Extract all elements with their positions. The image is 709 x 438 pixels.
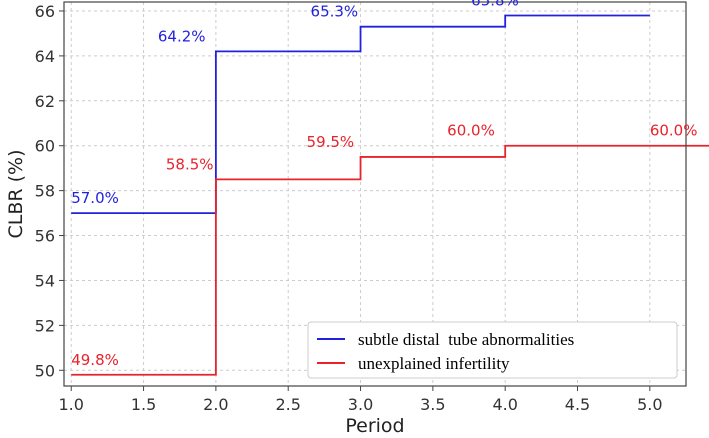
plot-frame <box>63 1 687 387</box>
data-label: 58.5% <box>166 155 214 173</box>
x-tick-label: 1.0 <box>59 395 84 414</box>
x-tick-label: 1.5 <box>131 395 156 414</box>
data-label: 65.8% <box>471 0 519 9</box>
x-tick-label: 3.0 <box>348 395 373 414</box>
data-label: 49.8% <box>71 351 119 369</box>
legend-entry-unexplained: unexplained infertility <box>358 354 510 373</box>
y-tick-label: 64 <box>35 47 55 66</box>
y-tick-label: 58 <box>35 182 55 201</box>
y-tick-label: 52 <box>35 316 55 335</box>
y-tick-label: 66 <box>35 2 55 21</box>
axis-ticks: 1.0 1.5 2.0 2.5 3.0 3.5 4.0 4.5 5.0 50 52 54 56 58 60 6… <box>35 2 663 414</box>
data-label: 59.5% <box>307 133 355 151</box>
x-tick-label: 4.5 <box>565 395 590 414</box>
data-label: 57.0% <box>71 189 119 207</box>
data-label: 64.2% <box>158 27 206 45</box>
x-tick-label: 5.0 <box>637 395 662 414</box>
legend-entry-subtle-distal: subtle distal tube abnormalities <box>358 330 574 349</box>
y-tick-label: 60 <box>35 137 55 156</box>
x-tick-label: 3.5 <box>420 395 445 414</box>
axes-frame <box>63 1 687 387</box>
series-line-1 <box>71 144 709 376</box>
legend-box <box>307 321 678 379</box>
data-label: 60.0% <box>650 122 698 140</box>
x-tick-label: 4.0 <box>492 395 517 414</box>
y-tick-label: 56 <box>35 227 55 246</box>
y-tick-label: 62 <box>35 92 55 111</box>
y-tick-label: 50 <box>35 361 55 380</box>
x-tick-label: 2.0 <box>203 395 228 414</box>
data-label: 60.0% <box>447 122 495 140</box>
legend: subtle distal tube abnormalities unexpla… <box>307 321 678 379</box>
x-axis-title: Period <box>345 415 404 437</box>
y-tick-label: 54 <box>35 271 55 290</box>
x-tick-label: 2.5 <box>275 395 300 414</box>
series-layer <box>71 14 709 376</box>
data-label: 65.3% <box>311 3 359 21</box>
y-axis-title: CLBR (%) <box>5 149 27 238</box>
data-labels: 57.0% 64.2% 65.3% 65.8% 49.8% 58.5% 59.5% 60.0%… <box>71 0 697 369</box>
